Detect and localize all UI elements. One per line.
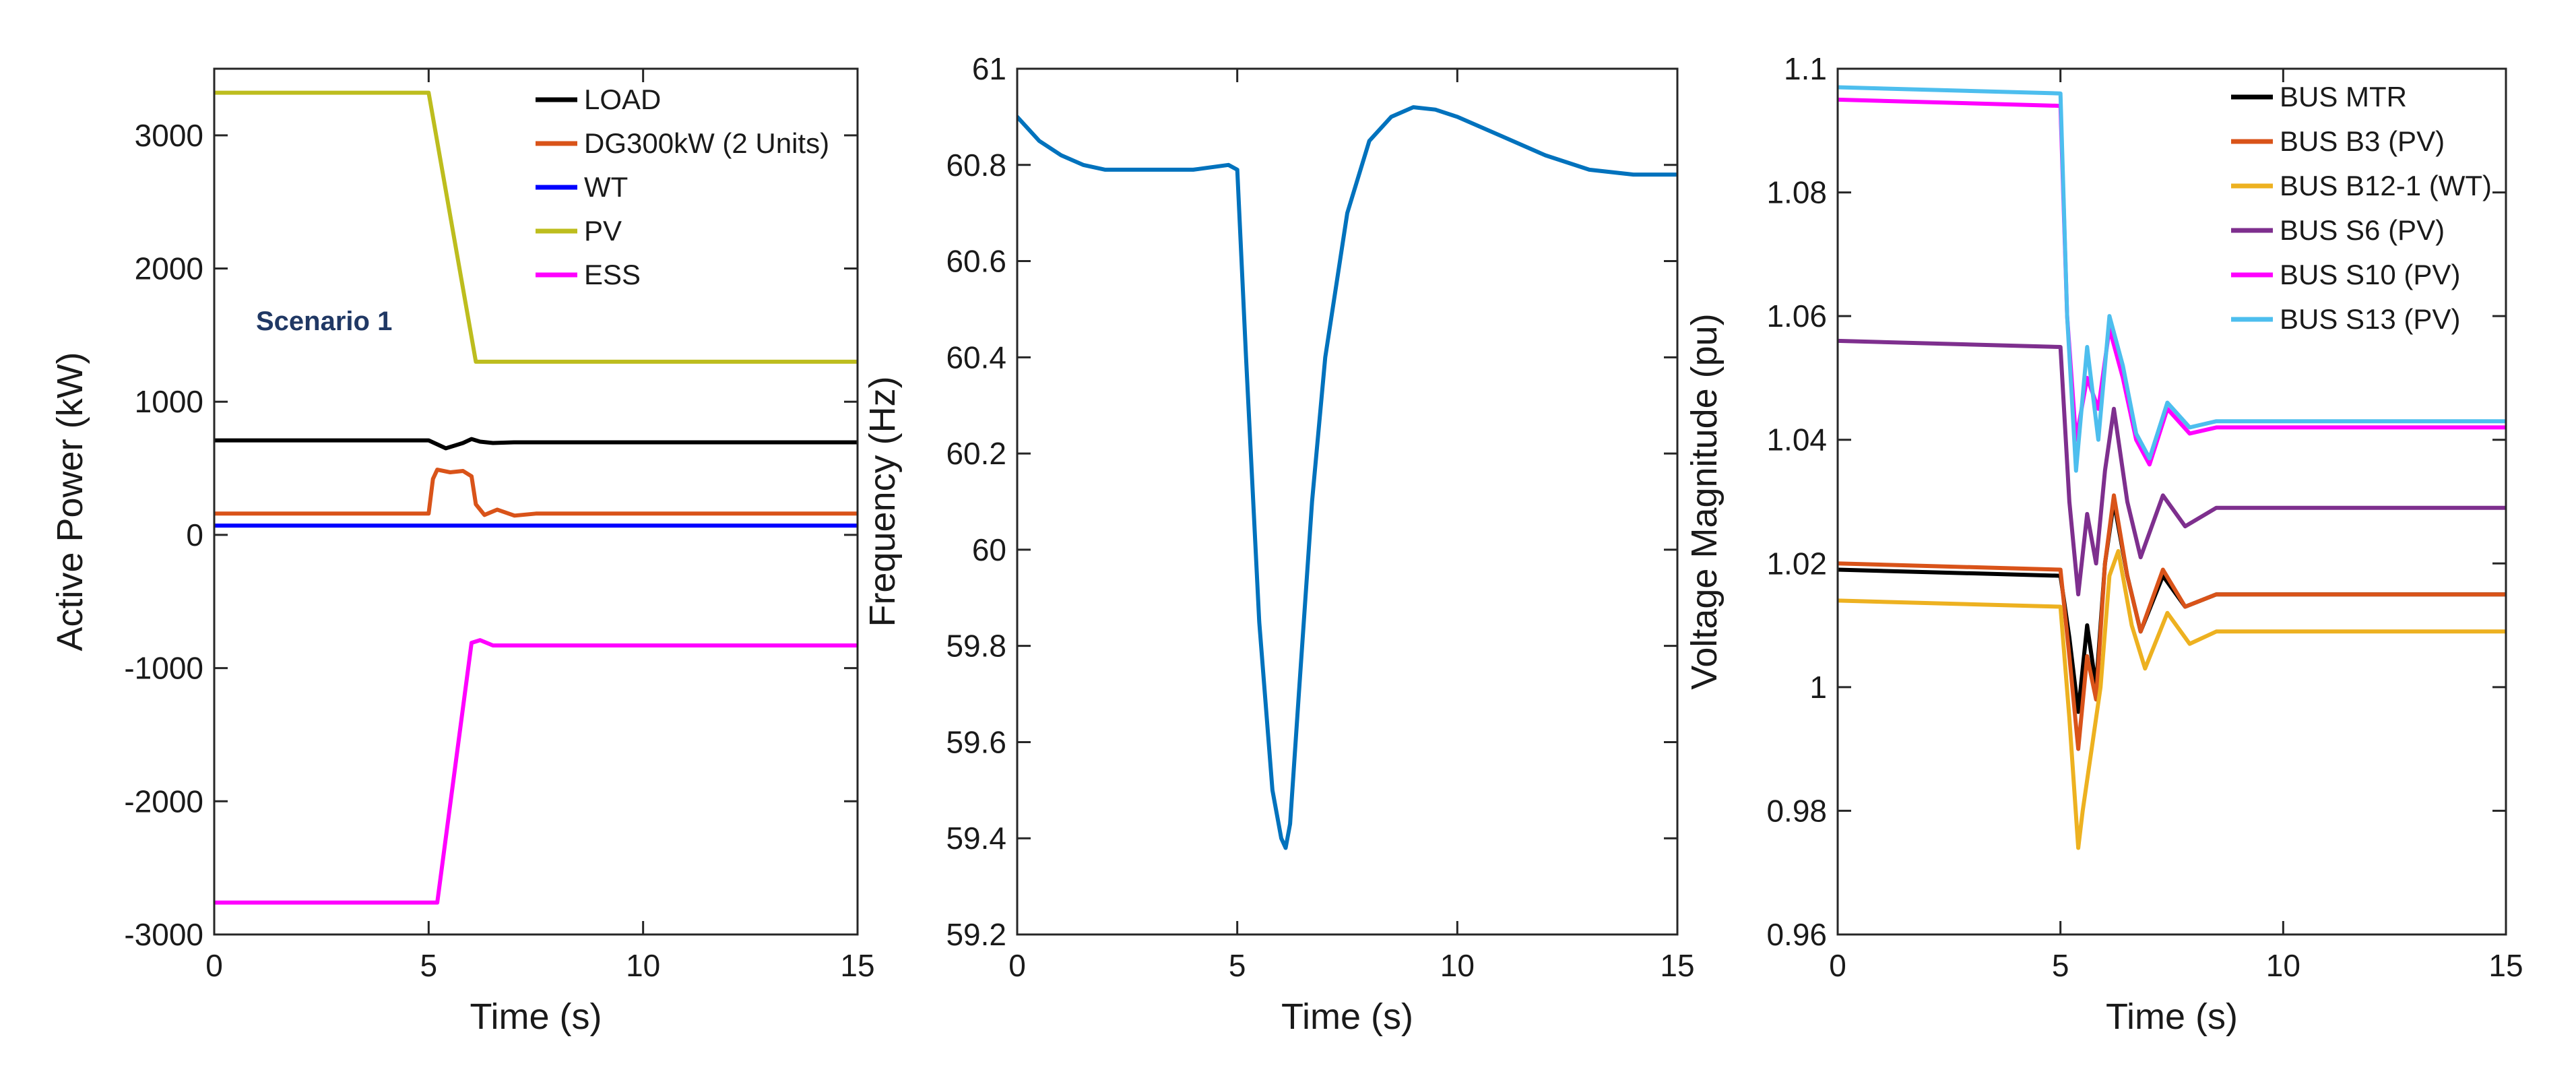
y-tick-label: -3000 (124, 917, 203, 952)
legend-label: BUS B3 (PV) (2280, 125, 2445, 157)
series-line-ess (214, 638, 858, 905)
series-line-frequency (1017, 105, 1677, 850)
legend-label: LOAD (584, 84, 661, 115)
legend-label: BUS MTR (2280, 81, 2407, 113)
x-tick-label: 5 (2052, 948, 2069, 983)
y-tick-label: 1.04 (1766, 422, 1827, 457)
chart-panel-3: 0 5 10 15 0.96 0.98 1 1.02 1.04 1.06 1.08 1.1 Time (… (1684, 51, 2523, 1037)
y-tick-label: 60.4 (946, 340, 1006, 375)
axes-box (213, 67, 859, 936)
axes-box (1016, 67, 1679, 936)
series-line-pv (214, 90, 858, 364)
y-tick-label: 1000 (135, 384, 203, 419)
series-line-bus-b3-pv (1838, 493, 2506, 751)
y-tick-label: 59.6 (946, 724, 1006, 759)
legend-label: BUS S10 (PV) (2280, 259, 2460, 290)
x-tick-label: 0 (1829, 948, 1846, 983)
x-axis-label: Time (s) (470, 996, 602, 1037)
x-tick-label: 0 (1008, 948, 1026, 983)
x-tick-label: 10 (2266, 948, 2300, 983)
y-axis-label: Frequency (Hz) (862, 376, 903, 627)
legend-label: BUS S6 (PV) (2280, 214, 2445, 246)
y-tick-label: 1 (1809, 670, 1827, 705)
y-tick-label: 59.4 (946, 821, 1006, 856)
y-tick-label: 61 (972, 51, 1006, 86)
y-tick-label: -1000 (124, 651, 203, 686)
x-tick-label: 15 (1660, 948, 1694, 983)
x-tick-label: 10 (1440, 948, 1475, 983)
axes-box (1836, 67, 2507, 936)
series-line-dg300kw-2-units (214, 468, 858, 518)
x-axis-label: Time (s) (1281, 996, 1413, 1037)
y-tick-label: 0.96 (1766, 917, 1827, 952)
series-line-bus-s13-pv (1838, 85, 2506, 473)
y-tick-label: 1.08 (1766, 175, 1827, 210)
x-tick-label: 5 (420, 948, 438, 983)
legend: LOAD DG300kW (2 Units) WT PV ESS (536, 84, 829, 290)
y-tick-label: 60.6 (946, 244, 1006, 279)
y-tick-label: -2000 (124, 784, 203, 819)
y-axis-label: Voltage Magnitude (pu) (1684, 313, 1725, 689)
x-axis-label: Time (s) (2106, 996, 2238, 1037)
legend-label: BUS B12-1 (WT) (2280, 170, 2492, 201)
series-line-bus-mtr (1838, 499, 2506, 714)
y-axis-label: Active Power (kW) (50, 352, 90, 651)
y-tick-label: 1.1 (1784, 51, 1827, 86)
x-tick-label: 0 (205, 948, 223, 983)
y-tick-label: 60 (972, 532, 1006, 567)
series-line-load (214, 437, 858, 451)
x-tick-label: 5 (1229, 948, 1246, 983)
y-tick-label: 2000 (135, 251, 203, 286)
series-line-bus-s6-pv (1838, 338, 2506, 597)
y-tick-label: 0 (186, 517, 203, 552)
y-tick-label: 1.02 (1766, 546, 1827, 581)
y-tick-label: 0.98 (1766, 793, 1827, 828)
legend-label: ESS (584, 259, 641, 290)
y-tick-label: 59.2 (946, 917, 1006, 952)
y-tick-label: 1.06 (1766, 298, 1827, 334)
scenario-annotation: Scenario 1 (256, 307, 392, 336)
y-tick-label: 60.8 (946, 148, 1006, 183)
series-line-bus-b12-1-wt (1838, 548, 2506, 850)
y-tick-label: 3000 (135, 118, 203, 153)
y-tick-label: 60.2 (946, 436, 1006, 471)
y-tick-label: 59.8 (946, 629, 1006, 664)
x-tick-label: 15 (2488, 948, 2523, 983)
chart-panel-2: 0 5 10 15 59.2 59.4 59.6 59.8 60 60.2 60.4 60.6 60.8… (862, 51, 1695, 1037)
chart-panel-1: 0 5 10 15 -3000 -2000 -1000 0 1000 2000 3000 Time (… (50, 67, 875, 1037)
legend-label: DG300kW (2 Units) (584, 127, 829, 159)
legend-label: PV (584, 215, 622, 247)
x-tick-label: 15 (840, 948, 874, 983)
x-tick-label: 10 (626, 948, 660, 983)
legend: BUS MTR BUS B3 (PV) BUS B12-1 (WT) BUS S6 (… (2231, 81, 2492, 335)
legend-label: BUS S13 (PV) (2280, 303, 2460, 335)
legend-label: WT (584, 171, 628, 203)
